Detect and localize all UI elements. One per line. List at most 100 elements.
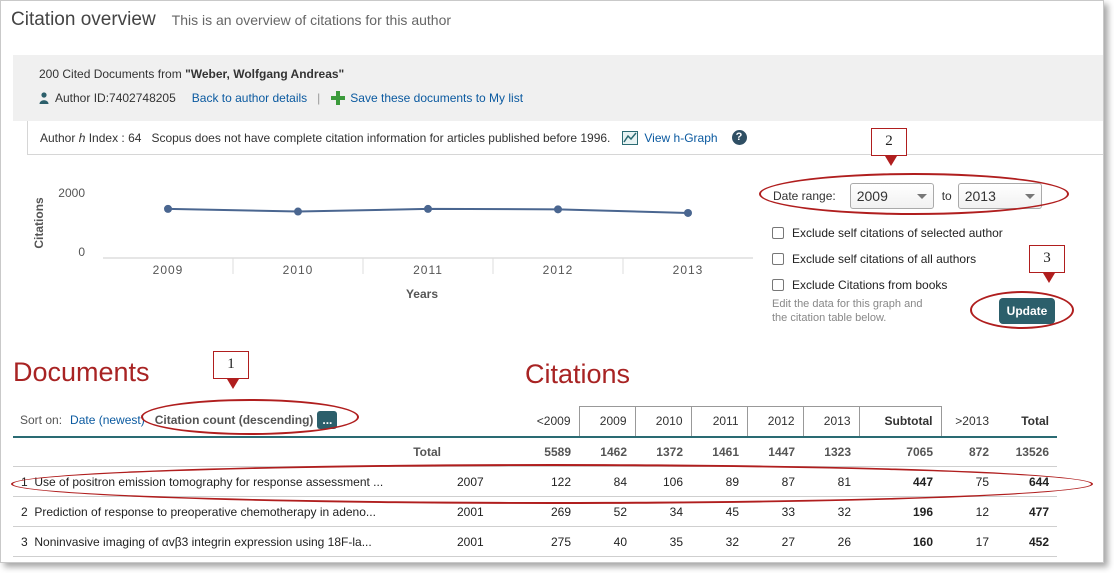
- author-actions: Author ID:7402748205 Back to author deta…: [39, 90, 523, 106]
- table-cell: 27: [781, 534, 795, 549]
- table-cell: 1323: [824, 444, 851, 459]
- table-cell: 1372: [656, 444, 683, 459]
- year-cell: 2001: [457, 504, 484, 519]
- back-to-author-details-link[interactable]: Back to author details: [191, 91, 308, 105]
- citations-line-chart: Citations 2000 0 2009 2010 2011 2012 2013 Years: [32, 186, 753, 301]
- subtotal-cell: 160: [912, 534, 933, 549]
- table-cell: 1461: [712, 444, 739, 459]
- author-name: "Weber, Wolfgang Andreas": [185, 67, 345, 81]
- table-cell: 45: [725, 504, 739, 519]
- table-cell: 269: [550, 504, 571, 519]
- x-tick-label: 2009: [153, 263, 184, 277]
- table-cell: 17: [975, 534, 989, 549]
- document-cell[interactable]: 2 Prediction of response to preoperative…: [13, 497, 449, 527]
- y-tick-label: 0: [78, 245, 85, 259]
- table-cell: 7065: [906, 444, 933, 459]
- page-subtitle: This is an overview of citations for thi…: [171, 12, 452, 28]
- h-index-note: Scopus does not have complete citation i…: [151, 130, 611, 145]
- date-range-highlight: [759, 173, 1069, 215]
- checkbox[interactable]: [772, 227, 784, 239]
- exclude-book-citations-option[interactable]: Exclude Citations from books: [772, 272, 1003, 298]
- callout-1: 1: [213, 351, 249, 389]
- x-tick-label: 2011: [413, 263, 443, 277]
- table-row[interactable]: 3 Noninvasive imaging of αvβ3 integrin e…: [13, 527, 1057, 557]
- table-cell: 872: [968, 444, 989, 459]
- author-id: Author ID:7402748205: [55, 91, 176, 105]
- document-title[interactable]: Noninvasive imaging of αvβ3 integrin exp…: [34, 534, 372, 549]
- save-to-my-list-link[interactable]: Save these documents to My list: [350, 91, 524, 105]
- data-point: [294, 207, 302, 216]
- total-cell: 452: [1028, 534, 1049, 549]
- subtotal-cell: 196: [912, 504, 933, 519]
- citations-annotation-label: Citations: [525, 359, 631, 389]
- table-row[interactable]: 2 Prediction of response to preoperative…: [13, 497, 1057, 527]
- col-header-2012: 2012: [746, 406, 803, 437]
- table-cell: 32: [725, 534, 739, 549]
- update-highlight: [970, 291, 1074, 329]
- table-cell: 26: [837, 534, 851, 549]
- data-point: [164, 204, 172, 213]
- sort-date-option[interactable]: Date (newest): [70, 413, 145, 427]
- data-point: [684, 208, 692, 217]
- col-header-2011: 2011: [690, 406, 747, 437]
- col-header-2013: 2013: [802, 406, 859, 437]
- exclude-self-citations-all-option[interactable]: Exclude self citations of all authors: [772, 246, 1003, 272]
- document-title[interactable]: Prediction of response to preoperative c…: [34, 504, 376, 519]
- citation-table: <2009 2009 2010 2011 2012 2013 Subtotal …: [13, 406, 1057, 557]
- table-cell: 275: [550, 534, 571, 549]
- exclusion-options: Exclude self citations of selected autho…: [772, 220, 1003, 298]
- h-index-label: Author h Index : 64: [40, 130, 142, 145]
- sort-highlight: [141, 399, 359, 435]
- callout-2: 2: [871, 128, 907, 166]
- person-icon: [39, 92, 49, 104]
- table-cell: 32: [837, 504, 851, 519]
- col-header-pre: <2009: [536, 414, 571, 428]
- total-cell: 477: [1028, 504, 1049, 519]
- x-tick-label: 2013: [673, 263, 704, 277]
- cited-count-text: 200 Cited Documents from: [39, 67, 186, 81]
- h-graph-icon[interactable]: [622, 130, 639, 145]
- x-axis-label: Years: [406, 287, 438, 301]
- table-header-row: <2009 2009 2010 2011 2012 2013 Subtotal …: [13, 406, 1057, 437]
- h-index-bar: Author h Index : 64 Scopus does not have…: [27, 121, 1103, 155]
- col-header-subtotal: Subtotal: [858, 406, 942, 437]
- data-point: [554, 205, 562, 214]
- table-cell: 1462: [600, 444, 627, 459]
- edit-data-note: Edit the data for this graph and the cit…: [772, 298, 923, 324]
- documents-annotation-label: Documents: [13, 357, 150, 387]
- table-cell: 12: [975, 504, 989, 519]
- x-tick-label: 2010: [283, 263, 314, 277]
- author-info-box: 200 Cited Documents from "Weber, Wolfgan…: [13, 55, 1103, 121]
- view-h-graph-link[interactable]: View h-Graph: [644, 130, 718, 145]
- table-cell: 40: [613, 534, 627, 549]
- table-cell: 13526: [1015, 444, 1049, 459]
- page-header: Citation overview This is an overview of…: [11, 9, 451, 31]
- col-header-2010: 2010: [634, 406, 691, 437]
- table-cell: 35: [669, 534, 683, 549]
- table-cell: 33: [781, 504, 795, 519]
- checkbox[interactable]: [772, 279, 784, 291]
- y-tick-label: 2000: [58, 186, 85, 200]
- sort-label: Sort on:: [20, 413, 63, 427]
- total-label: Total: [413, 444, 441, 459]
- exclude-self-citations-author-option[interactable]: Exclude self citations of selected autho…: [772, 220, 1003, 246]
- top-document-highlight: [11, 464, 1093, 504]
- col-header-2009: 2009: [578, 406, 635, 437]
- table-cell: 1447: [768, 444, 795, 459]
- plus-icon[interactable]: [330, 90, 346, 106]
- help-icon[interactable]: ?: [731, 130, 747, 145]
- table-cell: 52: [613, 504, 627, 519]
- checkbox[interactable]: [772, 253, 784, 265]
- col-header-post: >2013: [955, 414, 989, 428]
- col-header-total: Total: [1021, 414, 1049, 428]
- checkbox-label: Exclude Citations from books: [792, 278, 948, 292]
- citation-overview-window: Citation overview This is an overview of…: [0, 0, 1104, 563]
- document-cell[interactable]: 3 Noninvasive imaging of αvβ3 integrin e…: [13, 527, 449, 557]
- total-row: Total 5589 1462 1372 1461 1447 1323 7065…: [13, 437, 1057, 467]
- divider: |: [317, 91, 321, 105]
- y-axis-label: Citations: [32, 197, 46, 249]
- checkbox-label: Exclude self citations of all authors: [792, 252, 977, 266]
- year-cell: 2001: [457, 534, 484, 549]
- callout-3: 3: [1029, 245, 1065, 283]
- table-cell: 34: [669, 504, 683, 519]
